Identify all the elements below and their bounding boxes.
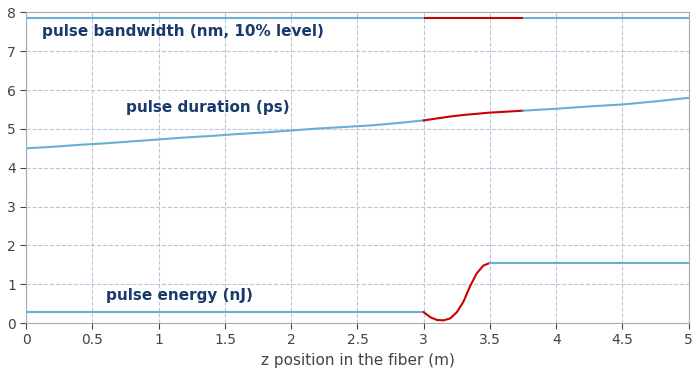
Text: pulse energy (nJ): pulse energy (nJ)	[106, 288, 253, 303]
X-axis label: z position in the fiber (m): z position in the fiber (m)	[260, 353, 454, 368]
Text: pulse bandwidth (nm, 10% level): pulse bandwidth (nm, 10% level)	[42, 24, 324, 39]
Text: pulse duration (ps): pulse duration (ps)	[125, 100, 289, 115]
